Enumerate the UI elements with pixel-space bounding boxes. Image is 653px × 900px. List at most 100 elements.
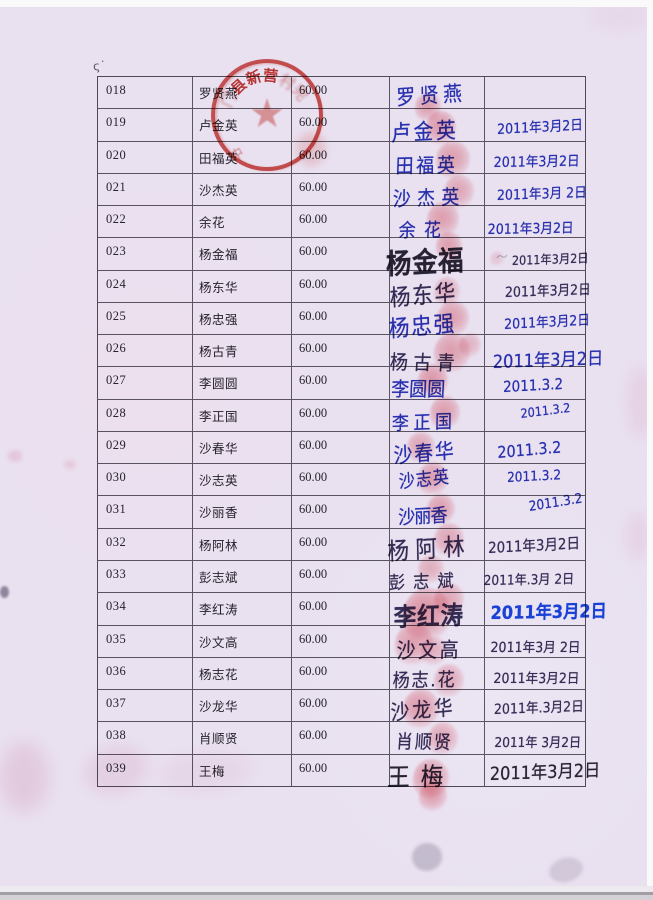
- table-row: 025 杨忠强 60.00: [98, 302, 585, 336]
- cell-serial-number: 018: [98, 77, 193, 109]
- cell-date: [485, 271, 585, 302]
- cell-signature: [390, 173, 485, 206]
- paper-tint: [0, 120, 360, 640]
- seal-star-icon: ★: [249, 91, 285, 138]
- table-row: 036 杨志花 60.00: [98, 657, 585, 691]
- cell-serial-number: 019: [98, 109, 193, 141]
- table-row: 039 王梅 60.00: [98, 754, 585, 786]
- cell-amount: 60.00: [292, 464, 390, 496]
- cell-person-name: 李圆圆: [193, 367, 292, 399]
- cell-date: [485, 755, 585, 786]
- cell-date: [485, 400, 585, 431]
- cell-signature: [390, 464, 485, 496]
- table-row: 034 李红涛 60.00: [98, 593, 585, 626]
- stray-pen-mark: ς˙: [92, 58, 107, 74]
- cell-signature: [390, 141, 485, 173]
- table-row: 026 杨古青 60.00: [98, 335, 585, 368]
- table-row: 021 沙杰英 60.00: [98, 173, 585, 207]
- table-row: 027 李圆圆 60.00: [98, 367, 585, 400]
- cell-person-name: 李正国: [193, 399, 292, 431]
- cell-serial-number: 039: [98, 754, 193, 786]
- cell-person-name: 肖顺贤: [193, 722, 292, 754]
- cell-serial-number: 023: [98, 238, 193, 270]
- cell-amount: 60.00: [292, 754, 390, 786]
- cell-serial-number: 036: [98, 657, 193, 690]
- cell-date: [485, 690, 585, 721]
- cell-date: [485, 303, 585, 334]
- cell-amount: 60.00: [292, 528, 390, 560]
- cell-person-name: 杨忠强: [193, 302, 292, 335]
- cell-signature: [390, 593, 485, 625]
- table-row: 019 卢金英 60.00: [98, 109, 585, 142]
- cell-amount: 60.00: [292, 722, 390, 754]
- cell-signature: [390, 302, 485, 335]
- cell-person-name: 杨阿林: [193, 528, 292, 560]
- cell-amount: 60.00: [292, 431, 390, 464]
- cell-amount: 60.00: [292, 270, 390, 302]
- cell-signature: [390, 657, 485, 690]
- cell-date: [485, 561, 585, 592]
- cell-signature: [390, 206, 485, 238]
- cell-serial-number: 025: [98, 302, 193, 335]
- cell-signature: [390, 335, 485, 367]
- cell-date: [485, 238, 585, 269]
- cell-serial-number: 035: [98, 625, 193, 657]
- cell-date: [485, 658, 585, 689]
- cell-amount: 60.00: [292, 335, 390, 367]
- cell-serial-number: 020: [98, 141, 193, 173]
- cell-signature: [390, 367, 485, 399]
- scan-edge-top: [0, 0, 653, 7]
- register-table: 018 罗贤燕 60.00 019 卢金英 60.00 020 田福英 60.00 021 沙杰英 6…: [97, 76, 586, 787]
- cell-person-name: 余花: [193, 206, 292, 238]
- stain-smudge: [0, 742, 48, 812]
- cell-amount: 60.00: [292, 657, 390, 690]
- cell-signature: [390, 722, 485, 754]
- cell-person-name: 彭志斌: [193, 560, 292, 593]
- cell-signature: [390, 77, 485, 109]
- cell-signature: [390, 496, 485, 528]
- table-row: 033 彭志斌 60.00: [98, 560, 585, 594]
- cell-person-name: 杨古青: [193, 335, 292, 367]
- cell-signature: [390, 270, 485, 302]
- cell-serial-number: 024: [98, 270, 193, 302]
- cell-date: [485, 335, 585, 366]
- cell-amount: 60.00: [292, 206, 390, 238]
- table-row: 020 田福英 60.00: [98, 141, 585, 174]
- cell-serial-number: 028: [98, 399, 193, 431]
- table-row: 029 沙春华 60.00: [98, 431, 585, 465]
- cell-amount: 60.00: [292, 399, 390, 431]
- cell-signature: [390, 528, 485, 560]
- cell-person-name: 杨金福: [193, 238, 292, 270]
- table-row: 030 沙志英 60.00: [98, 464, 585, 497]
- table-row: 038 肖顺贤 60.00: [98, 722, 585, 755]
- stain-smudge: [0, 586, 9, 598]
- cell-serial-number: 029: [98, 431, 193, 464]
- cell-serial-number: 038: [98, 722, 193, 754]
- cell-signature: [390, 625, 485, 657]
- cell-date: [485, 626, 585, 657]
- cell-amount: 60.00: [292, 625, 390, 657]
- table-row: 032 杨阿林 60.00: [98, 528, 585, 561]
- table-row: 022 余花 60.00: [98, 206, 585, 239]
- cell-serial-number: 027: [98, 367, 193, 399]
- cell-signature: [390, 109, 485, 141]
- cell-amount: 60.00: [292, 238, 390, 270]
- cell-serial-number: 030: [98, 464, 193, 496]
- cell-person-name: 杨东华: [193, 270, 292, 302]
- cell-signature: [390, 399, 485, 431]
- cell-date: [485, 77, 585, 108]
- cell-signature: [390, 238, 485, 270]
- cell-person-name: 李红涛: [193, 593, 292, 625]
- table-row: 024 杨东华 60.00: [98, 270, 585, 303]
- cell-person-name: 沙春华: [193, 431, 292, 464]
- cell-serial-number: 033: [98, 560, 193, 593]
- cell-date: [485, 174, 585, 205]
- cell-signature: [390, 690, 485, 722]
- scan-edge-bottom: [0, 886, 653, 892]
- cell-person-name: 沙文高: [193, 625, 292, 657]
- scan-edge-right: [647, 0, 653, 888]
- cell-date: [485, 206, 585, 237]
- cell-serial-number: 026: [98, 335, 193, 367]
- cell-person-name: 沙杰英: [193, 173, 292, 206]
